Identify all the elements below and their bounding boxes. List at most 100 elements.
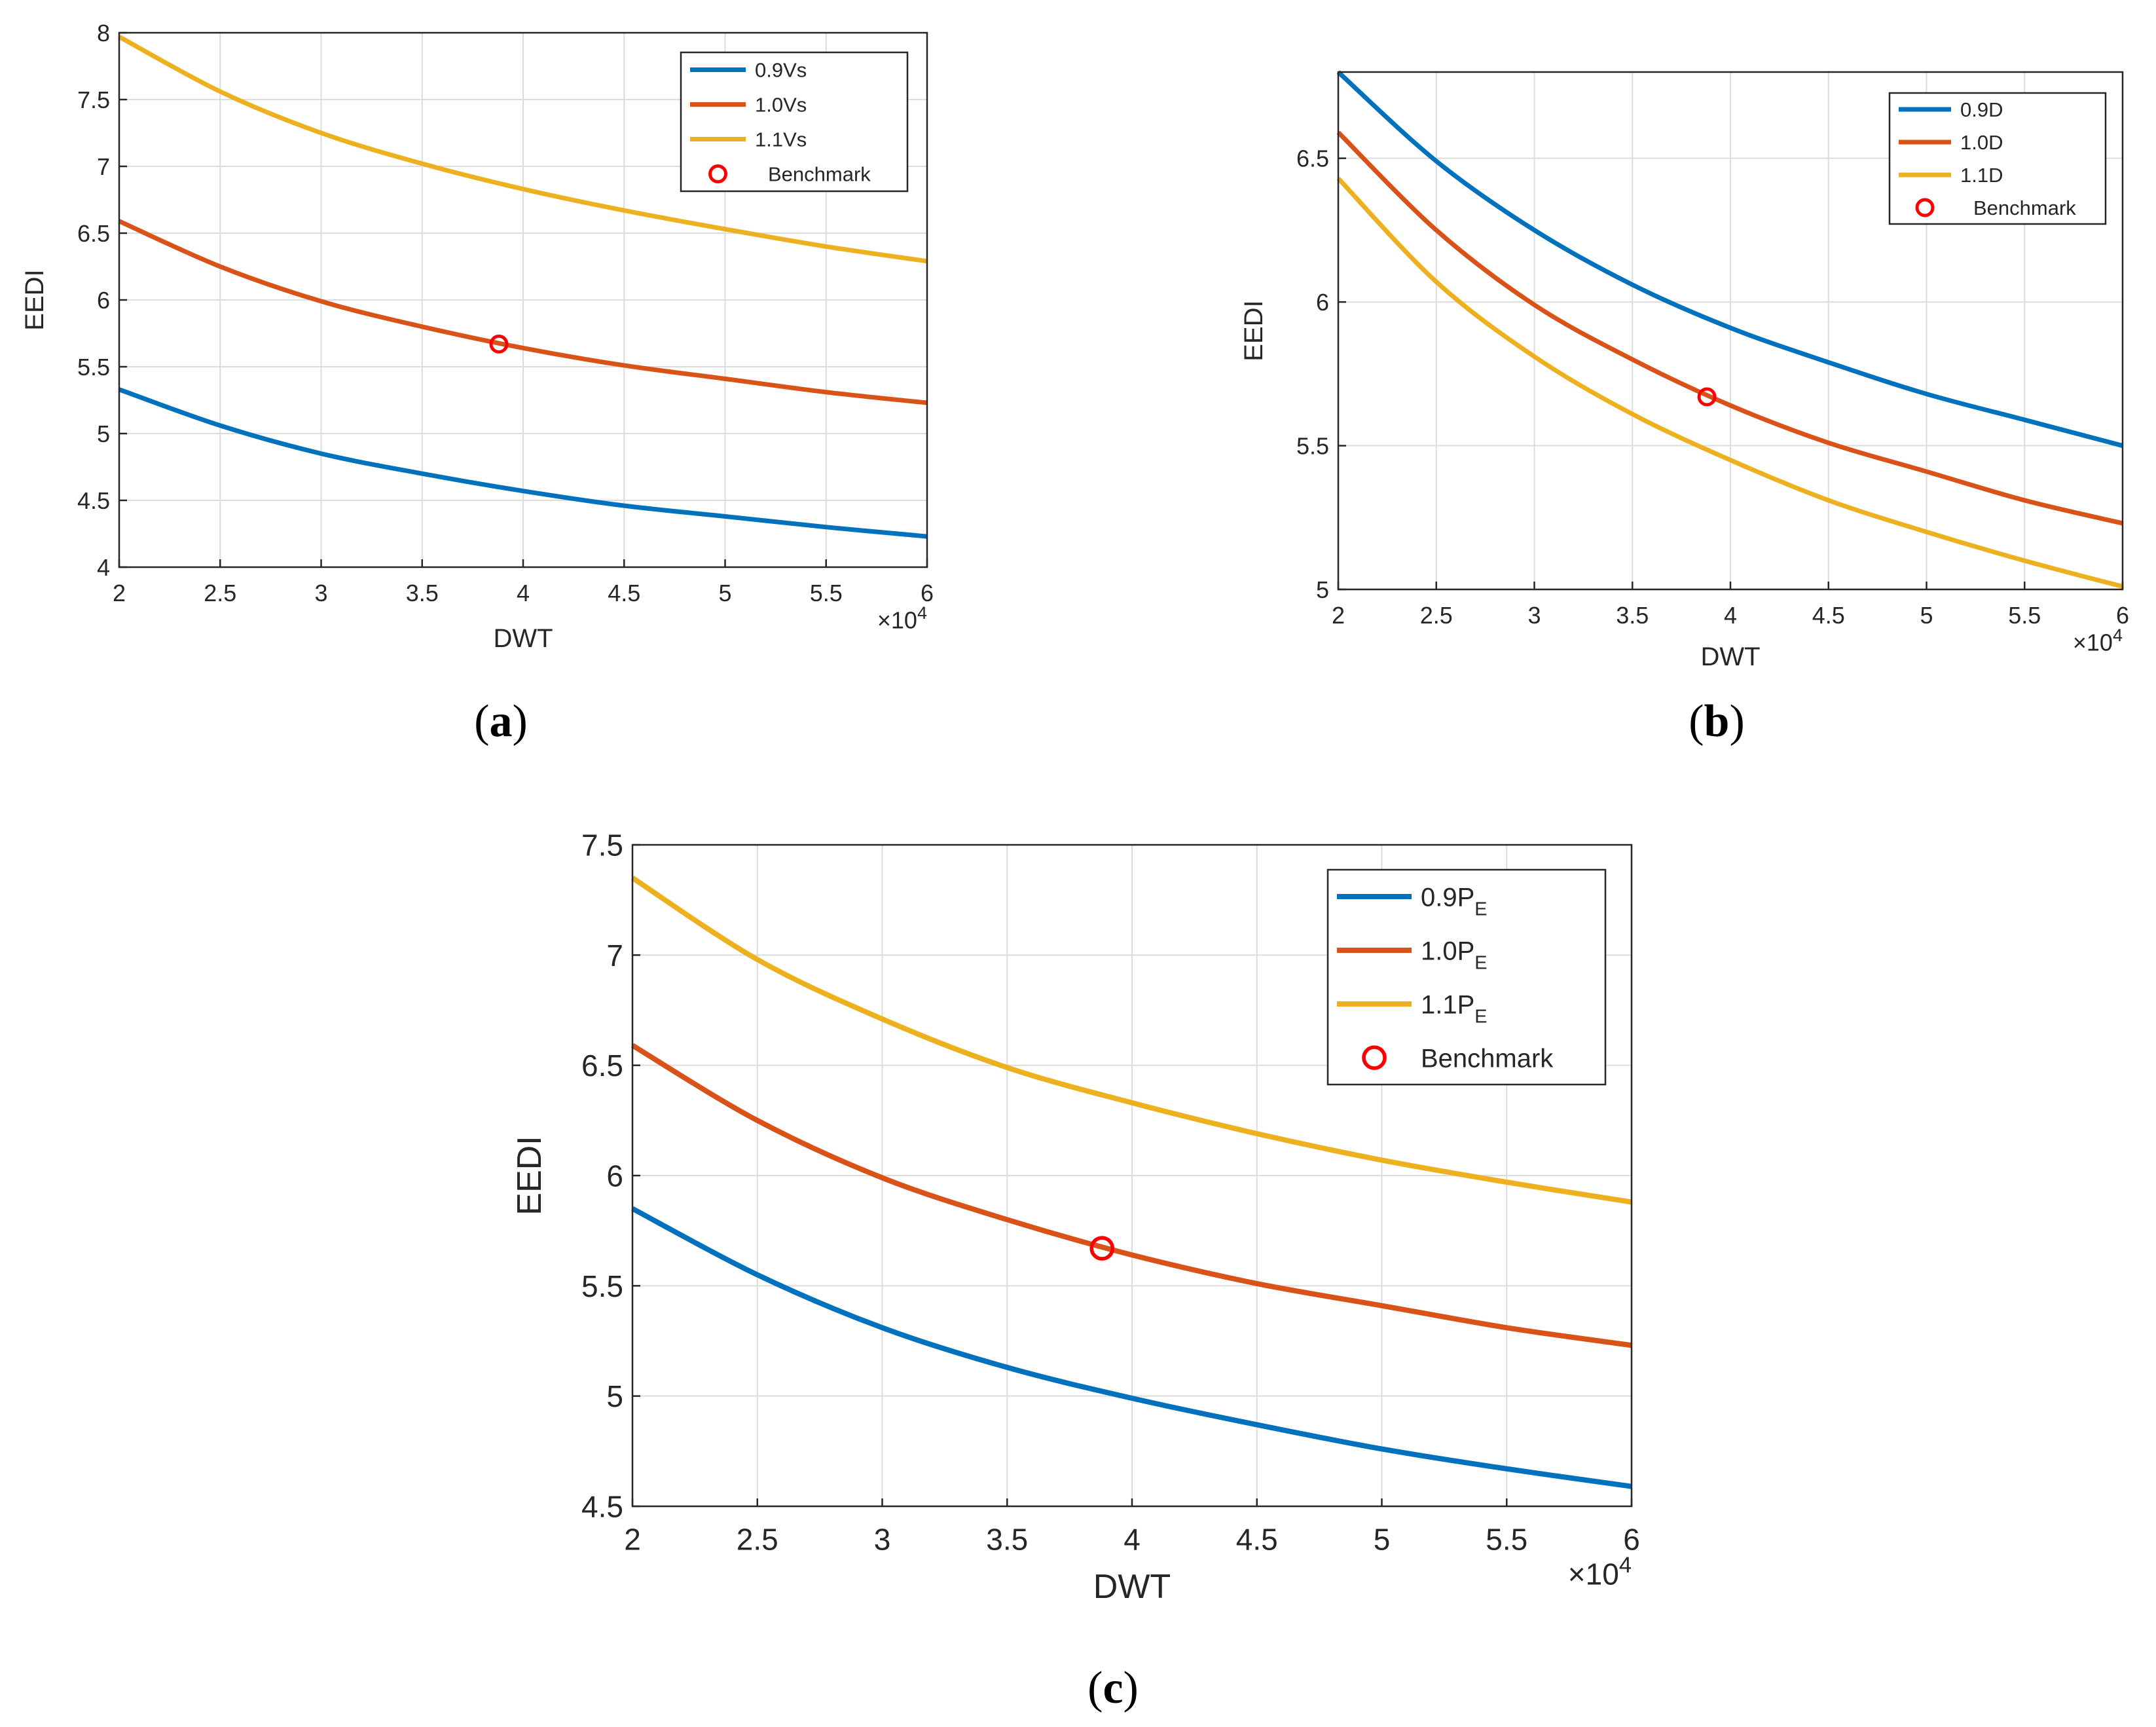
legend: 0.9D 1.0D 1.1D Benchmark — [1888, 92, 2107, 225]
x-tick-label: 2 — [1332, 602, 1345, 629]
x-tick-label: 6 — [2116, 602, 2129, 629]
y-tick-label: 7 — [606, 938, 623, 973]
legend-label-1.1D: 1.1D — [1960, 164, 2003, 187]
x-tick-label: 5 — [718, 580, 731, 606]
caption-letter: c — [1103, 1663, 1123, 1713]
x-tick-label: 6 — [1623, 1523, 1640, 1557]
x-tick-label: 5.5 — [810, 580, 843, 606]
legend: 0.9Vs 1.0Vs 1.1Vs Benchmark — [680, 51, 909, 193]
legend-label-main: 1.1Vs — [755, 128, 807, 151]
x-tick-label: 2 — [624, 1523, 641, 1557]
panel-caption: (b) — [1689, 696, 1745, 747]
x-tick-label: 4.5 — [608, 580, 640, 606]
y-tick-label: 8 — [97, 20, 110, 46]
caption-paren-close: ) — [1124, 1663, 1139, 1713]
x-multiplier: ×104 — [2073, 625, 2123, 656]
legend-benchmark-marker — [1362, 1045, 1387, 1070]
x-tick-label: 4.5 — [1812, 602, 1845, 629]
y-tick-label: 4.5 — [581, 1490, 623, 1524]
x-multiplier: ×104 — [877, 603, 927, 633]
series-line-1.1PE — [630, 876, 1632, 1205]
x-tick-label: 5.5 — [2008, 602, 2041, 629]
x-tick-label: 4.5 — [1236, 1523, 1278, 1557]
legend-box — [1888, 92, 2107, 225]
y-axis-label: EEDI — [511, 1136, 549, 1215]
panel-caption: (c) — [1087, 1663, 1139, 1713]
x-multiplier-base: ×10 — [2073, 629, 2113, 656]
x-tick-label: 4 — [1124, 1523, 1141, 1557]
x-tick-label: 3.5 — [986, 1523, 1028, 1557]
x-multiplier-exponent: 4 — [2113, 625, 2123, 645]
y-tick-label: 4.5 — [77, 487, 110, 514]
legend-label-main: 0.9D — [1960, 98, 2003, 121]
x-axis-label: DWT — [1093, 1568, 1171, 1606]
legend-label-subscript: E — [1474, 1006, 1487, 1027]
x-multiplier-exponent: 4 — [1619, 1553, 1632, 1578]
legend-label-main: 1.1D — [1960, 164, 2003, 187]
x-axis-label: DWT — [1700, 642, 1760, 671]
y-tick-label: 4 — [97, 554, 110, 581]
legend-box — [680, 51, 909, 193]
y-tick-label: 5.5 — [581, 1269, 623, 1303]
x-tick-label: 3 — [1527, 602, 1541, 629]
legend-label-benchmark: Benchmark — [1421, 1044, 1554, 1073]
legend-benchmark-marker — [708, 164, 727, 183]
x-axis-label: DWT — [493, 624, 553, 653]
legend-label-benchmark: Benchmark — [768, 163, 871, 186]
x-tick-label: 5.5 — [1486, 1523, 1527, 1557]
x-tick-label: 3 — [314, 580, 327, 606]
y-tick-label: 6 — [97, 287, 110, 314]
caption-paren-open: ( — [1087, 1663, 1103, 1713]
y-tick-label: 6.5 — [1296, 145, 1329, 172]
x-tick-label: 5 — [1920, 602, 1933, 629]
y-tick-label: 6 — [1316, 289, 1329, 316]
x-tick-label: 2.5 — [1420, 602, 1453, 629]
x-tick-label: 3 — [874, 1523, 891, 1557]
benchmark-marker — [1089, 1236, 1115, 1261]
x-tick-label: 5 — [1374, 1523, 1391, 1557]
legend-label-benchmark: Benchmark — [1973, 196, 2076, 219]
series-line-0.9D — [1336, 70, 2123, 448]
caption-letter: a — [490, 696, 513, 747]
x-tick-label: 2 — [113, 580, 126, 606]
legend-box — [1326, 868, 1607, 1086]
legend-label-subscript: E — [1474, 952, 1487, 973]
legend-label-subscript: E — [1474, 899, 1487, 919]
y-tick-label: 7.5 — [581, 828, 623, 863]
benchmark-marker — [1697, 387, 1717, 407]
series-line-1.1D — [1336, 176, 2123, 589]
legend-label-0.9D: 0.9D — [1960, 98, 2003, 121]
x-multiplier-exponent: 4 — [917, 603, 927, 623]
legend-label-1.0Vs: 1.0Vs — [755, 94, 807, 117]
series-line-1.0PE — [630, 1043, 1632, 1348]
legend-label-0.9PE: 0.9PE — [1421, 883, 1488, 919]
y-tick-label: 6 — [606, 1159, 623, 1193]
x-tick-label: 3.5 — [406, 580, 439, 606]
y-tick-label: 5 — [1316, 576, 1329, 603]
legend-label-main: 0.9Vs — [755, 59, 807, 82]
legend-label-main: 1.0Vs — [755, 94, 807, 117]
x-multiplier: ×104 — [1568, 1553, 1632, 1591]
x-tick-label: 4 — [517, 580, 530, 606]
caption-letter: b — [1704, 696, 1730, 747]
legend-label-main: 1.1P — [1421, 990, 1474, 1019]
caption-paren-open: ( — [1689, 696, 1704, 747]
x-tick-label: 4 — [1724, 602, 1737, 629]
x-tick-label: 3.5 — [1616, 602, 1649, 629]
y-tick-label: 6.5 — [77, 220, 110, 247]
panel-caption: (a) — [474, 696, 528, 747]
y-tick-label: 7 — [97, 153, 110, 180]
caption-paren-close: ) — [513, 696, 528, 747]
series-line-0.9Vs — [118, 387, 928, 539]
legend-benchmark-marker — [1915, 198, 1935, 217]
legend-label-1.1Vs: 1.1Vs — [755, 128, 807, 151]
y-tick-label: 5 — [97, 420, 110, 447]
series-line-0.9PE — [631, 1206, 1632, 1489]
x-tick-label: 6 — [921, 580, 934, 606]
benchmark-marker — [489, 334, 509, 354]
chart-panel-b: 2 2.5 3 3.5 4 4.5 5 5.5 655.566.5DWTEEDI×1040.9D… — [1239, 70, 2129, 747]
x-tick-label: 2.5 — [737, 1523, 778, 1557]
chart-panel-c: 2 2.5 3 3.5 4 4.5 5 5.5 6 4.5 5 5.5 6 6.5 7 7.5 DWT EEDI ×… — [511, 828, 1640, 1713]
series-line-1.1Vs — [118, 35, 928, 264]
